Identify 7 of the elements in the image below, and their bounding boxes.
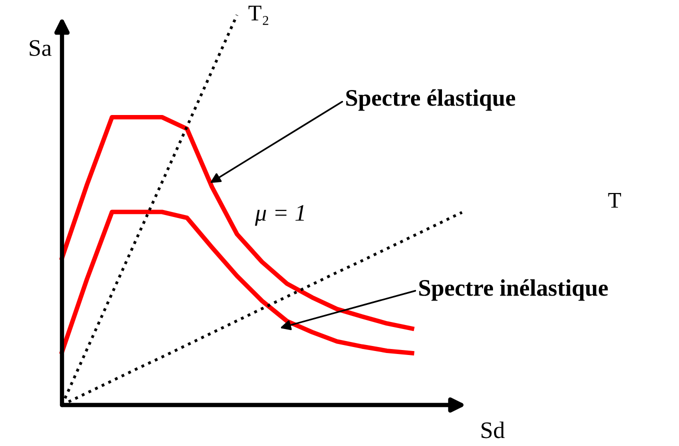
annotation: Spectre élastique [346,89,516,111]
annotation: Spectre inélastique [419,279,608,301]
x-axis-title: Sd [482,422,505,438]
annotation: μ = 1 [254,205,304,226]
text: T [608,193,622,208]
series-label: T₂ [248,6,268,25]
y-axis-title: Sa [30,40,52,56]
